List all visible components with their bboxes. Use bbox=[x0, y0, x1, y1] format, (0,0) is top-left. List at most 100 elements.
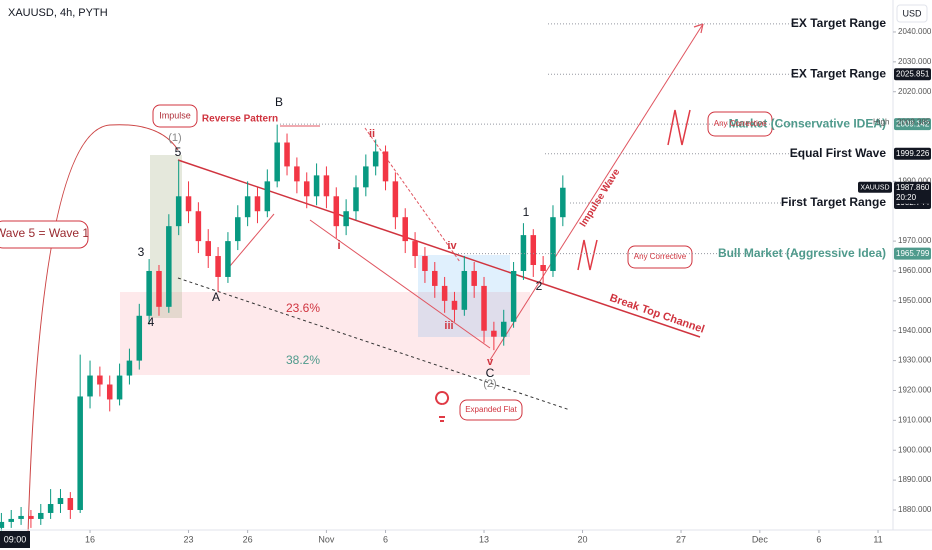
zigzag bbox=[577, 239, 598, 271]
annotation: B bbox=[275, 95, 283, 109]
candle-body bbox=[244, 196, 251, 218]
y-tick-label: 1890.000 bbox=[898, 475, 932, 484]
candle-body bbox=[510, 270, 517, 322]
candle-body bbox=[136, 315, 143, 361]
annotation: Any Corrective bbox=[714, 119, 767, 128]
candle-body bbox=[422, 256, 428, 271]
annotation: 23.6% bbox=[286, 301, 320, 315]
candle-body bbox=[195, 211, 202, 242]
symbol-tag bbox=[858, 181, 892, 193]
y-tick-label: 1940.000 bbox=[898, 326, 932, 335]
candle-body bbox=[382, 151, 389, 182]
trend-line bbox=[229, 213, 275, 267]
candle-body bbox=[175, 196, 182, 227]
annotation: (1) bbox=[168, 132, 181, 144]
annotation: 1 bbox=[523, 205, 530, 219]
annotation: Wave 5 = Wave 1 bbox=[0, 226, 89, 240]
y-tick-label: 1950.000 bbox=[898, 296, 932, 305]
annotation: Any Corrective bbox=[634, 252, 687, 261]
candle-body bbox=[38, 512, 44, 519]
price-tag-label: 2025.851 bbox=[896, 69, 930, 78]
annotation: 38.2% bbox=[286, 353, 320, 367]
annotation: 4 bbox=[148, 315, 155, 329]
candle-body bbox=[402, 217, 408, 242]
y-tick-label: 1880.000 bbox=[898, 505, 932, 514]
level-label: EX Target Range bbox=[791, 66, 886, 80]
y-tick-label: 1960.000 bbox=[898, 266, 932, 275]
candle-body bbox=[560, 187, 566, 218]
candle-body bbox=[235, 217, 241, 242]
candle-body bbox=[500, 321, 507, 337]
annotation: Reverse Pattern bbox=[202, 114, 278, 125]
countdown: 20:20 bbox=[896, 193, 917, 202]
candle-body bbox=[47, 504, 54, 513]
candles bbox=[0, 124, 566, 531]
last-price: 1987.860 bbox=[896, 183, 930, 192]
box bbox=[627, 245, 693, 269]
candle-body bbox=[313, 175, 320, 197]
candle-body bbox=[303, 181, 310, 197]
price-tag bbox=[894, 147, 931, 160]
x-tick-label: Dec bbox=[752, 534, 769, 544]
candle-body bbox=[18, 515, 24, 519]
candle-body bbox=[254, 196, 261, 212]
annotation: (2) bbox=[483, 378, 496, 390]
annotation: 3 bbox=[138, 245, 145, 259]
annotation: i bbox=[337, 238, 340, 252]
x-tick-label: 6 bbox=[383, 534, 388, 544]
candle-body bbox=[0, 521, 5, 528]
candle-body bbox=[166, 226, 172, 307]
axes: 2040.000 2030.000 2020.000 1990.000 1970.000… bbox=[85, 27, 932, 544]
price-axis bbox=[893, 0, 932, 550]
candle-body bbox=[225, 241, 231, 277]
candle-body bbox=[97, 375, 103, 385]
y-tick-label: 1920.000 bbox=[898, 386, 932, 395]
wave-arc bbox=[27, 124, 179, 536]
symbol: XAUUSD bbox=[860, 185, 889, 192]
candle-body bbox=[441, 285, 448, 301]
candle-body bbox=[274, 142, 280, 182]
candle-body bbox=[372, 151, 379, 167]
high-label: High bbox=[873, 118, 889, 127]
currency: USD bbox=[902, 8, 922, 18]
candle-body bbox=[106, 384, 113, 400]
candle-body bbox=[323, 175, 330, 197]
price-tag-label: 2009.142 bbox=[896, 119, 930, 128]
candle-body bbox=[451, 300, 458, 310]
candle-body bbox=[294, 166, 300, 182]
channel-bottom bbox=[177, 277, 571, 411]
wave-box bbox=[150, 155, 182, 318]
y-tick-label: 2030.000 bbox=[898, 57, 932, 66]
box bbox=[459, 399, 523, 421]
box bbox=[152, 104, 198, 128]
candle-body bbox=[550, 217, 556, 271]
annotation: A bbox=[212, 290, 220, 304]
trend-line bbox=[309, 219, 491, 349]
annotation: Impulse bbox=[159, 110, 191, 120]
candle-body bbox=[471, 270, 477, 286]
price-tag bbox=[894, 68, 931, 81]
candle-body bbox=[126, 360, 133, 376]
x-tick-label: 27 bbox=[676, 534, 686, 544]
level-label: Market (Conservative IDEA) bbox=[729, 116, 886, 130]
annotation: ii bbox=[369, 128, 375, 140]
candle-body bbox=[343, 211, 349, 227]
candle-body bbox=[491, 330, 497, 337]
candle-body bbox=[146, 270, 152, 316]
level-label: Bull Market (Aggressive Idea) bbox=[718, 246, 886, 260]
y-tick-label: 1970.000 bbox=[898, 236, 932, 245]
annotation: v bbox=[487, 356, 494, 368]
level-label: Equal First Wave bbox=[790, 146, 887, 160]
trend-line bbox=[364, 127, 461, 263]
candle-body bbox=[530, 235, 537, 265]
level-label: First Target Range bbox=[781, 195, 886, 209]
level-label: EX Target Range bbox=[791, 16, 886, 30]
candle-body bbox=[116, 375, 123, 400]
candle-body bbox=[156, 270, 162, 307]
price-tag bbox=[894, 118, 931, 131]
annotation: iii bbox=[444, 320, 453, 332]
impulse-arrow bbox=[489, 23, 704, 361]
annotation: 5 bbox=[175, 145, 182, 159]
candle-body bbox=[353, 187, 359, 212]
candle-body bbox=[57, 498, 64, 505]
